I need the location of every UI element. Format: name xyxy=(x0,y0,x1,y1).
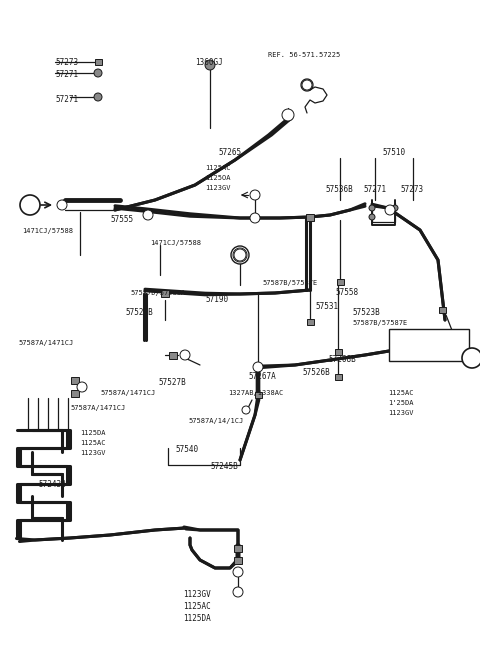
Bar xyxy=(71,390,79,397)
Text: 57271: 57271 xyxy=(55,70,78,79)
Circle shape xyxy=(282,109,294,121)
Text: 57587D/57588A: 57587D/57588A xyxy=(130,290,185,296)
Text: 57510: 57510 xyxy=(382,148,405,157)
Text: 1471CJ/57588: 1471CJ/57588 xyxy=(150,240,201,246)
Text: 1125AC: 1125AC xyxy=(388,390,413,396)
Text: 1360GJ: 1360GJ xyxy=(195,58,223,67)
Text: 57587B/57587E: 57587B/57587E xyxy=(352,320,407,326)
Text: 57522B: 57522B xyxy=(125,308,153,317)
Bar xyxy=(161,290,169,296)
Circle shape xyxy=(242,406,250,414)
Bar xyxy=(234,556,242,564)
Text: 57587A/1471CJ: 57587A/1471CJ xyxy=(70,405,125,411)
Text: 57558: 57558 xyxy=(335,288,358,297)
Circle shape xyxy=(20,195,40,215)
Circle shape xyxy=(180,350,190,360)
Bar xyxy=(335,349,341,355)
Text: 57526B: 57526B xyxy=(302,368,330,377)
Text: 57265: 57265 xyxy=(218,148,241,157)
Text: 1125DA: 1125DA xyxy=(80,430,106,436)
Text: 57587A/14/1CJ: 57587A/14/1CJ xyxy=(188,418,243,424)
Text: 1'25DA: 1'25DA xyxy=(388,400,413,406)
Text: A: A xyxy=(468,353,476,363)
Text: 1125DA: 1125DA xyxy=(183,614,211,623)
Circle shape xyxy=(231,246,249,264)
Bar xyxy=(306,214,314,221)
FancyBboxPatch shape xyxy=(389,329,469,361)
Text: 57273: 57273 xyxy=(55,58,78,67)
Circle shape xyxy=(250,190,260,200)
Text: 57271: 57271 xyxy=(55,95,78,104)
Text: 1125AC: 1125AC xyxy=(205,165,230,171)
Text: 1123GV: 1123GV xyxy=(183,590,211,599)
Circle shape xyxy=(302,80,312,90)
Text: 57190: 57190 xyxy=(205,295,228,304)
Circle shape xyxy=(392,205,398,211)
Bar xyxy=(439,307,445,313)
Text: 1327AB/1338AC: 1327AB/1338AC xyxy=(228,390,283,396)
Text: 57540: 57540 xyxy=(175,445,198,454)
Circle shape xyxy=(462,348,480,368)
Circle shape xyxy=(94,93,102,101)
Text: 1125AC: 1125AC xyxy=(183,602,211,611)
Text: 57273: 57273 xyxy=(400,185,423,194)
Text: A: A xyxy=(26,200,34,210)
Bar xyxy=(169,351,177,359)
Bar xyxy=(336,279,344,285)
Text: 57527B: 57527B xyxy=(158,378,186,387)
Circle shape xyxy=(234,249,246,261)
Circle shape xyxy=(250,213,260,223)
Circle shape xyxy=(233,567,243,577)
Text: OIL PUMP: OIL PUMP xyxy=(411,350,448,359)
Circle shape xyxy=(233,587,243,597)
Circle shape xyxy=(77,382,87,392)
Text: 57523B: 57523B xyxy=(352,308,380,317)
Circle shape xyxy=(94,69,102,77)
Text: 57536B: 57536B xyxy=(325,185,353,194)
Bar xyxy=(234,545,242,551)
Circle shape xyxy=(253,362,263,372)
Circle shape xyxy=(385,205,395,215)
Text: 57268B: 57268B xyxy=(328,355,356,364)
Text: 1123GV: 1123GV xyxy=(80,450,106,456)
Bar xyxy=(335,374,341,380)
Text: 57587A/1471CJ: 57587A/1471CJ xyxy=(100,390,155,396)
Circle shape xyxy=(369,205,375,211)
Circle shape xyxy=(143,210,153,220)
Bar xyxy=(71,376,79,384)
Circle shape xyxy=(57,200,67,210)
Text: 1123GV: 1123GV xyxy=(205,185,230,191)
Text: 57271: 57271 xyxy=(363,185,386,194)
Text: 57245B: 57245B xyxy=(210,462,238,471)
Bar xyxy=(95,59,101,65)
Circle shape xyxy=(233,248,247,262)
Text: 1125AC: 1125AC xyxy=(80,440,106,446)
Text: 57531: 57531 xyxy=(315,302,338,311)
Circle shape xyxy=(369,214,375,220)
Bar xyxy=(254,392,262,398)
Bar xyxy=(307,319,313,325)
Text: 1125OA: 1125OA xyxy=(205,175,230,181)
Text: REF. 56-571.57225: REF. 56-571.57225 xyxy=(268,52,340,58)
Text: 57555: 57555 xyxy=(110,215,133,224)
Text: 57243B: 57243B xyxy=(38,480,66,489)
Text: 1471CJ/57588: 1471CJ/57588 xyxy=(22,228,73,234)
Text: P/STEERING: P/STEERING xyxy=(407,339,453,348)
Text: 1123GV: 1123GV xyxy=(388,410,413,416)
Text: 57587B/57587E: 57587B/57587E xyxy=(262,280,317,286)
Text: 57267A: 57267A xyxy=(248,372,276,381)
Circle shape xyxy=(205,60,215,70)
Text: 57587A/1471CJ: 57587A/1471CJ xyxy=(18,340,73,346)
